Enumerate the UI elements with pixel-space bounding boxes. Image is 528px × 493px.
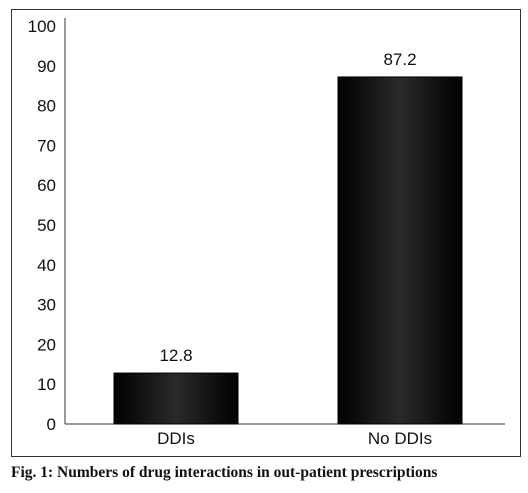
y-tick-label: 10 <box>37 375 56 394</box>
data-label: 87.2 <box>383 50 416 69</box>
x-tick-label: No DDIs <box>368 429 432 448</box>
y-tick-label: 40 <box>37 256 56 275</box>
y-tick-label: 70 <box>37 136 56 155</box>
figure-caption: Fig. 1: Numbers of drug interactions in … <box>11 464 438 481</box>
y-tick-label: 90 <box>37 57 56 76</box>
bar-chart: 0 10 20 30 40 50 60 70 80 90 100 12.8 DDIs 87.2 No DDI… <box>28 17 505 448</box>
y-tick-label: 30 <box>37 296 56 315</box>
y-tick-label: 20 <box>37 335 56 354</box>
bar-no-ddis <box>337 76 463 425</box>
x-tick-label: DDIs <box>157 429 195 448</box>
data-label: 12.8 <box>159 346 192 365</box>
y-tick-label: 80 <box>37 97 56 116</box>
y-tick-label: 100 <box>28 17 56 36</box>
y-tick-label: 0 <box>47 415 56 434</box>
y-tick-label: 60 <box>37 176 56 195</box>
y-tick-label: 50 <box>37 216 56 235</box>
bar-ddis <box>113 372 239 425</box>
